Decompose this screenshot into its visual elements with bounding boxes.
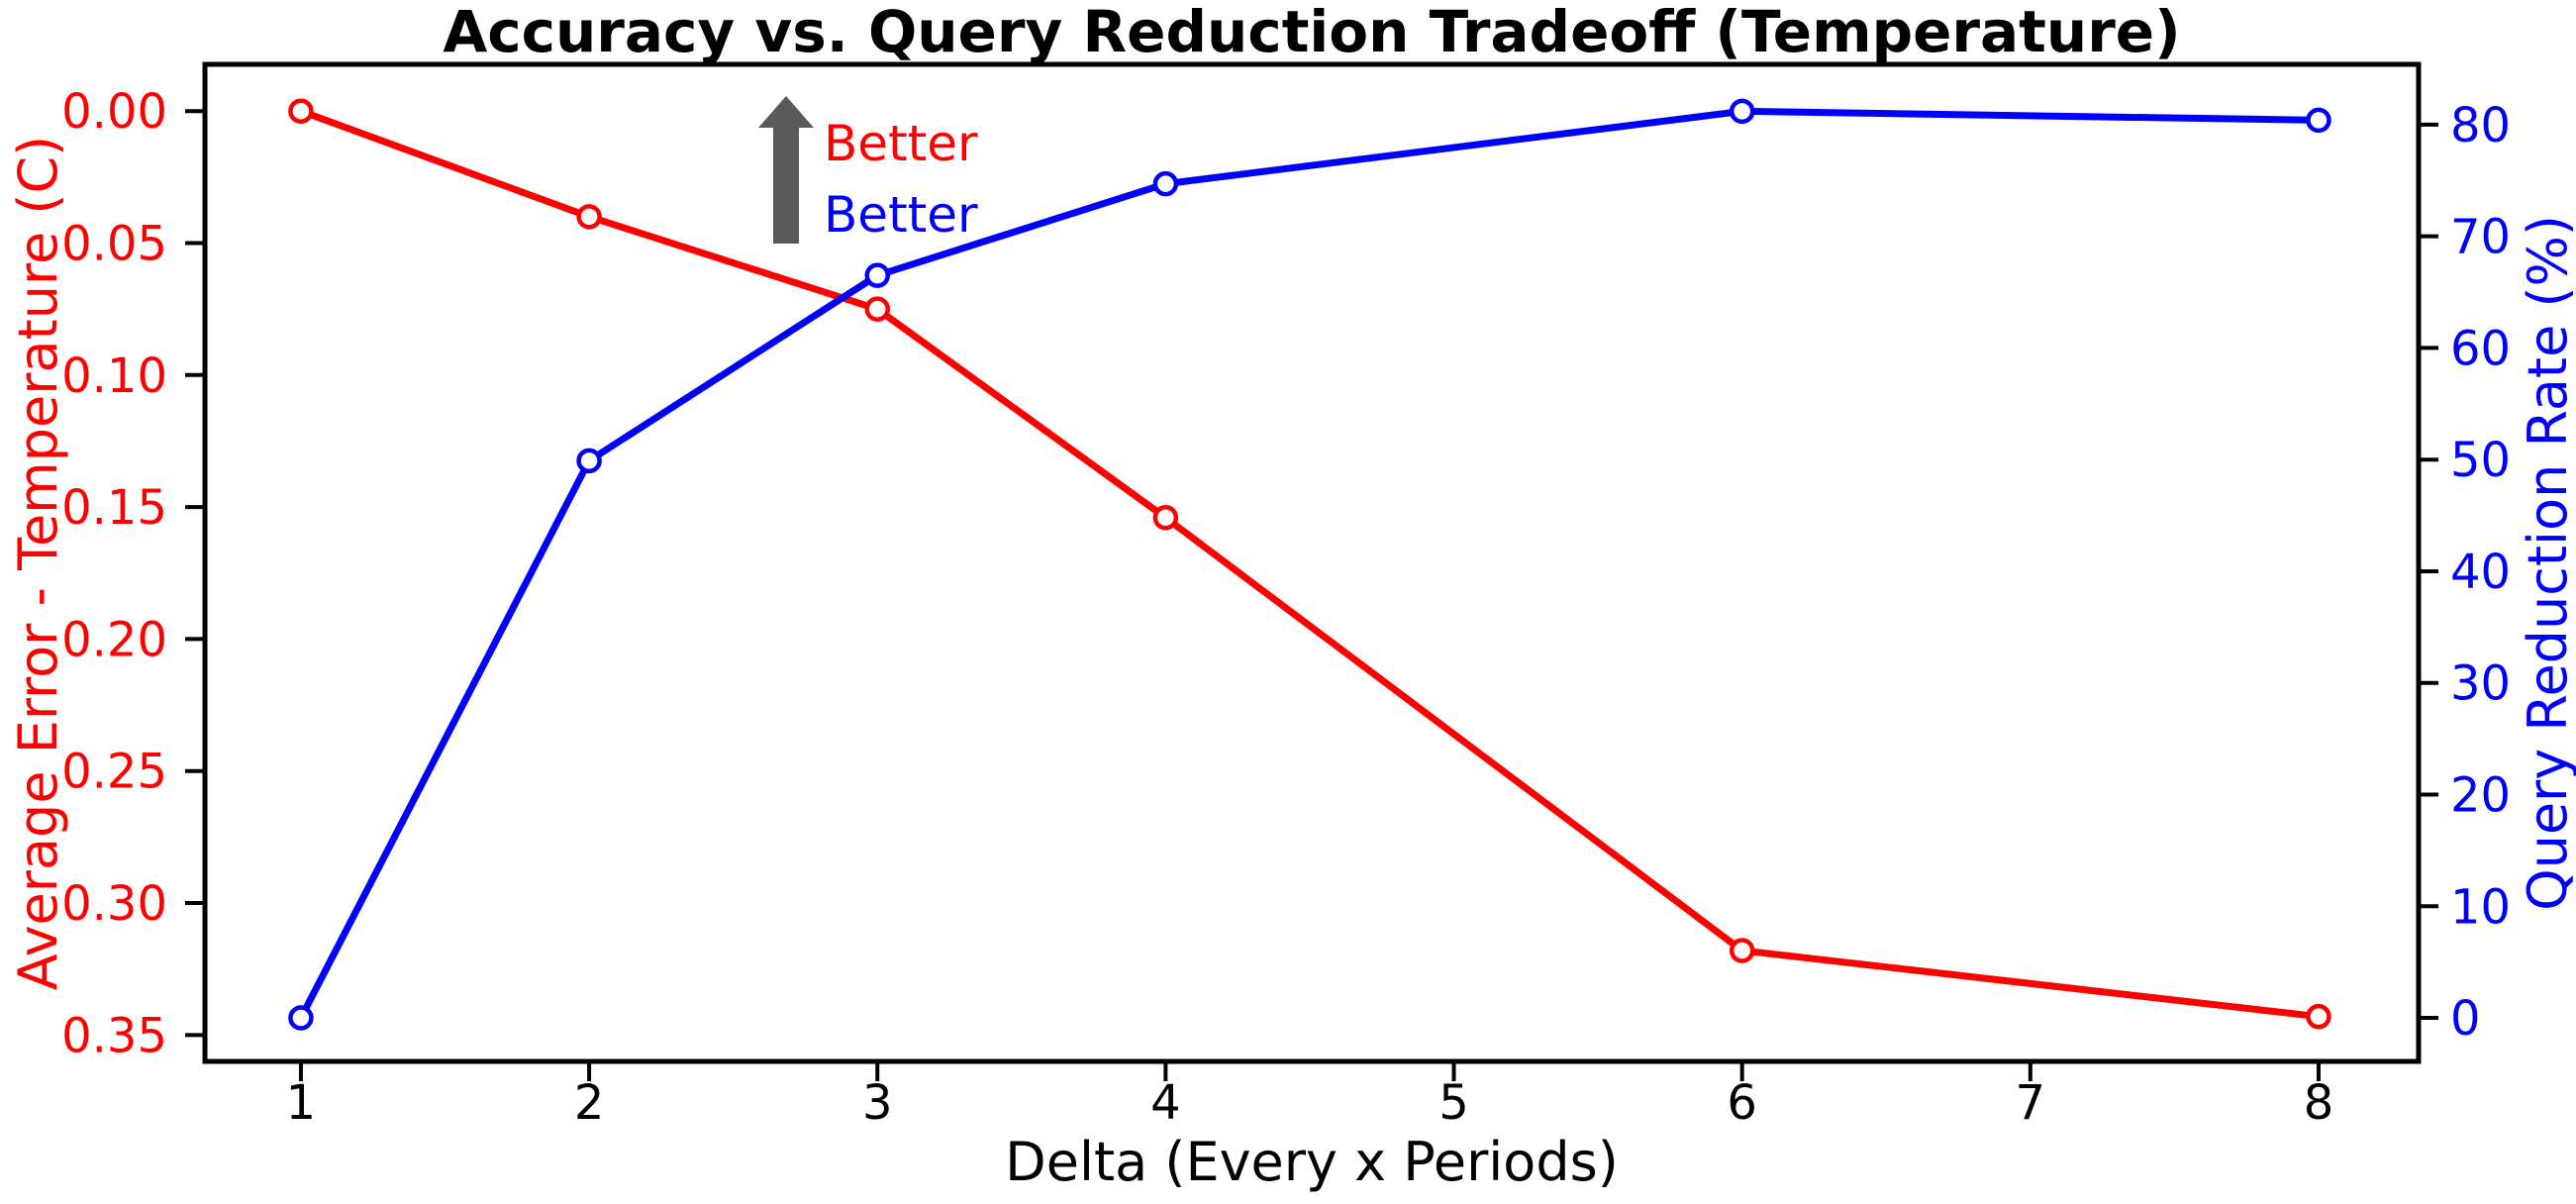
x-tick-label: 1 — [286, 1075, 317, 1131]
better-arrow-icon — [758, 96, 814, 244]
data-point-marker — [1729, 98, 1755, 125]
right-tick-label: 70 — [2450, 210, 2511, 265]
x-tick-label: 5 — [1438, 1075, 1469, 1131]
series-line — [297, 107, 2323, 1021]
x-axis: 1 2 3 4 5 6 7 8 — [286, 1061, 2334, 1131]
right-tick-label: 30 — [2450, 656, 2511, 712]
right-axis: 0 10 20 30 40 50 60 70 80 — [2419, 98, 2511, 1047]
x-tick-label: 6 — [1727, 1075, 1757, 1131]
data-point-marker — [864, 262, 890, 288]
series-reduction — [288, 98, 2331, 1031]
right-tick-label: 20 — [2450, 767, 2511, 823]
data-point-marker — [2306, 1003, 2331, 1030]
annotation-label: Better — [824, 186, 978, 244]
left-axis: 0.00 0.05 0.10 0.15 0.20 0.25 0.30 0.35 — [61, 84, 205, 1063]
data-point-marker — [1152, 505, 1179, 531]
x-axis-label: Delta (Every x Periods) — [1005, 1131, 1619, 1193]
data-point-marker — [2306, 107, 2331, 134]
right-tick-label: 60 — [2450, 321, 2511, 376]
left-tick-label: 0.35 — [61, 1008, 167, 1063]
plot-spines — [202, 61, 2422, 1064]
right-axis-label: Query Reduction Rate (%) — [2517, 215, 2576, 911]
x-tick-label: 2 — [574, 1075, 605, 1131]
x-tick-label: 8 — [2304, 1075, 2334, 1131]
left-tick-label: 0.30 — [61, 876, 167, 932]
plot-area — [205, 64, 2419, 1061]
right-tick-label: 10 — [2450, 879, 2511, 935]
right-tick-label: 0 — [2450, 991, 2481, 1047]
data-point-marker — [1152, 170, 1179, 197]
left-tick-label: 0.05 — [61, 216, 167, 271]
left-tick-label: 0.20 — [61, 612, 167, 667]
series-line — [297, 107, 2323, 1022]
left-axis-label: Average Error - Temperature (C) — [7, 136, 69, 990]
data-point-marker — [288, 1005, 314, 1031]
left-tick-label: 0.00 — [61, 84, 167, 140]
x-tick-label: 4 — [1150, 1075, 1181, 1131]
chart-title: Accuracy vs. Query Reduction Tradeoff (T… — [443, 0, 2180, 65]
right-tick-label: 50 — [2450, 433, 2511, 488]
right-tick-label: 80 — [2450, 98, 2511, 153]
left-tick-label: 0.10 — [61, 349, 167, 404]
data-point-marker — [864, 296, 890, 322]
x-tick-label: 3 — [862, 1075, 893, 1131]
data-point-marker — [288, 98, 314, 124]
series-error — [288, 98, 2331, 1030]
left-tick-label: 0.25 — [61, 745, 167, 800]
data-point-marker — [576, 204, 602, 230]
left-tick-label: 0.15 — [61, 480, 167, 536]
data-point-marker — [576, 448, 602, 474]
annotation-label: Better — [824, 115, 978, 172]
x-tick-label: 7 — [2016, 1075, 2046, 1131]
data-point-marker — [1729, 938, 1755, 963]
right-tick-label: 40 — [2450, 545, 2511, 600]
